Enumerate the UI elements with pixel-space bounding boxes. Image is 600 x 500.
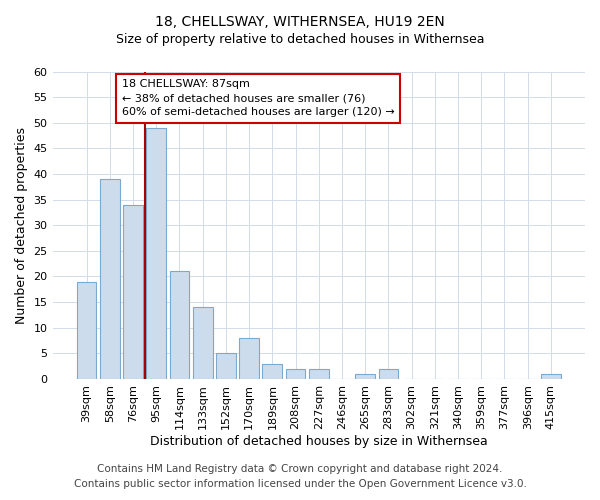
Bar — [123, 204, 143, 379]
Bar — [309, 368, 329, 379]
Bar — [286, 368, 305, 379]
X-axis label: Distribution of detached houses by size in Withernsea: Distribution of detached houses by size … — [150, 434, 488, 448]
Bar — [541, 374, 561, 379]
Text: 18 CHELLSWAY: 87sqm
← 38% of detached houses are smaller (76)
60% of semi-detach: 18 CHELLSWAY: 87sqm ← 38% of detached ho… — [122, 79, 395, 117]
Bar — [77, 282, 97, 379]
Bar — [379, 368, 398, 379]
Bar — [355, 374, 375, 379]
Bar — [262, 364, 282, 379]
Bar — [239, 338, 259, 379]
Text: 18, CHELLSWAY, WITHERNSEA, HU19 2EN: 18, CHELLSWAY, WITHERNSEA, HU19 2EN — [155, 15, 445, 29]
Bar — [146, 128, 166, 379]
Bar — [216, 354, 236, 379]
Text: Size of property relative to detached houses in Withernsea: Size of property relative to detached ho… — [116, 32, 484, 46]
Y-axis label: Number of detached properties: Number of detached properties — [15, 126, 28, 324]
Text: Contains HM Land Registry data © Crown copyright and database right 2024.
Contai: Contains HM Land Registry data © Crown c… — [74, 464, 526, 489]
Bar — [193, 307, 212, 379]
Bar — [170, 272, 190, 379]
Bar — [100, 179, 119, 379]
